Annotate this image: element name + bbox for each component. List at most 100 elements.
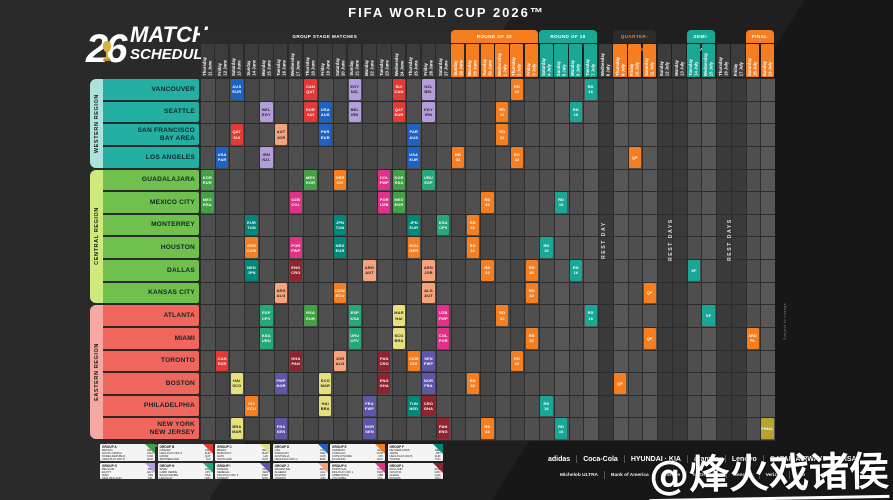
match-cell-text: COL	[438, 333, 448, 339]
date-header-label: Monday 29 June	[467, 60, 478, 76]
match-cell: RD 16	[555, 192, 568, 213]
match-cell: NED EUR	[333, 237, 347, 258]
group-card-color-corner	[432, 462, 443, 473]
city-name-label: ATLANTA	[163, 311, 195, 319]
date-header-label: Monday 22 June	[364, 60, 375, 76]
sponsor-logo-coca-cola: Coca-Cola	[583, 455, 618, 463]
date-header-label: Thursday 16 July	[717, 57, 729, 76]
match-cell-text: KSA	[261, 333, 271, 339]
city-row-dallas: DALLAS	[103, 260, 199, 281]
date-header-label: Friday 3 July	[526, 63, 537, 76]
date-header-19-june: Friday 19 June	[318, 44, 332, 77]
city-name-label: BOSTON	[165, 379, 195, 387]
grid-row-separator	[200, 123, 775, 125]
match-cell-text: POR	[379, 197, 389, 203]
match-cell: RD 32	[496, 101, 509, 123]
group-card-k: GROUP K PORTUGAL POR FIFA PLAY-OFF 1 FWP UZBE…	[330, 462, 385, 479]
date-header-19-july: Sunday 19 July	[760, 44, 774, 77]
match-cell-text: ENG	[291, 265, 301, 271]
match-cell: UZB COL	[289, 192, 302, 213]
date-header-label: Friday 26 June	[423, 60, 434, 76]
match-cell-text: 16	[573, 270, 579, 276]
match-cell-text: SUI	[395, 84, 403, 90]
team-name: CURACAO	[332, 452, 346, 456]
group-card-title: GROUP I	[217, 463, 231, 468]
sponsor-logo-vivo: vivo	[795, 472, 806, 478]
group-card-team-row: COLOMBIA COL	[330, 477, 385, 479]
date-header-label: Thursday 11 June	[201, 57, 213, 76]
group-card-team-row: SCOTLAND SCO	[215, 458, 270, 460]
date-header-label: Thursday 9 July	[614, 57, 625, 76]
grid-row-separator	[200, 191, 775, 193]
match-cell: BRA MAR	[230, 418, 243, 439]
rest-day-label-3: REST DAYS	[726, 218, 733, 262]
match-cell-text: SUI	[233, 134, 241, 140]
match-cell-text: GHA	[379, 383, 389, 389]
city-row-new-york: NEW YORK NEW JERSEY	[103, 418, 199, 439]
date-header-21-june: Sunday 21 June	[347, 44, 362, 77]
city-name-label: TORONTO	[160, 357, 195, 365]
match-cell-text: RD	[587, 84, 594, 90]
match-cell-text: GHA	[423, 406, 434, 412]
team-code: SUI	[206, 458, 211, 461]
date-header-17-july: Friday 17 July	[731, 44, 745, 77]
match-cell: COL FWP	[378, 169, 391, 191]
team-code: NZL	[147, 476, 153, 479]
team-name: FRANCE	[217, 467, 229, 471]
date-header-11-july: Saturday 11 July	[642, 44, 657, 77]
group-card-title: GROUP L	[389, 463, 404, 468]
match-cell-text: SEN	[424, 355, 433, 361]
date-header-15-june: Monday 15 June	[259, 44, 273, 77]
match-cell: NOR SEN	[363, 418, 376, 439]
sponsor-divider	[623, 455, 625, 463]
match-cell-text: CAN	[217, 355, 227, 361]
match-cell-text: ESP	[262, 310, 271, 316]
match-cell-text: IRN	[424, 111, 433, 117]
match-cell-text: EUR	[306, 315, 315, 321]
group-card-c: GROUP C BRAZIL BRA MOROCCO MAR HAITI HAI SCOTLA…	[215, 444, 270, 461]
match-cell-text: 16	[588, 315, 594, 321]
match-cell: QF	[643, 327, 656, 349]
match-cell-text: QF	[632, 154, 638, 160]
city-name-label: NEW YORK NEW JERSEY	[149, 421, 195, 436]
match-cell-text: 32	[455, 157, 461, 163]
team-name: GHANA	[389, 473, 400, 477]
team-code: FWP	[262, 473, 268, 477]
match-cell-text: RD	[528, 265, 535, 271]
team-name: COTE D'IVOIRE	[332, 455, 352, 459]
team-name: IRAN	[102, 473, 109, 477]
sponsor-row-primary: adidas Coca-Cola HYUNDAI · KIA aramco Lenovo…	[548, 455, 857, 463]
match-cell-text: EUR	[232, 89, 242, 95]
match-cell-text: PAN	[438, 423, 448, 429]
match-cell: RD 32	[451, 146, 465, 168]
match-cell: TUN NED	[407, 395, 420, 417]
match-cell: NED JPN	[245, 260, 258, 281]
match-cell-text: JOR	[424, 270, 433, 276]
match-cell-text: FWP	[379, 179, 389, 185]
group-card-color-corner	[260, 444, 270, 454]
match-cell-text: JOR	[276, 134, 286, 140]
region-tab-label: WESTERN REGION	[93, 93, 100, 153]
match-cell-text: RD	[528, 333, 535, 339]
team-code: EUR	[147, 458, 153, 461]
team-code: EUR	[319, 458, 326, 461]
sponsor-logo-bank-of-america: Bank of America	[611, 472, 649, 478]
match-cell-text: ENG	[438, 428, 448, 434]
date-header-label: Tuesday 16 June	[275, 59, 286, 76]
group-card-color-corner	[375, 462, 385, 473]
team-name: SENEGAL	[217, 470, 230, 474]
match-cell-text: CIV	[336, 179, 344, 185]
city-row-los-angeles: LOS ANGELES	[103, 146, 199, 168]
match-cell-text: BRA	[394, 338, 404, 344]
match-cell-text: 16	[544, 406, 549, 412]
match-cell-text: GER	[247, 242, 257, 248]
match-cell-text: 16	[573, 111, 579, 117]
date-header-label: Saturday 13 June	[231, 58, 242, 76]
date-header-label: Sunday 19 July	[762, 60, 773, 76]
team-name: CROATIA	[389, 470, 402, 474]
group-card-team-row: AUSTRALIA AUS	[273, 455, 328, 458]
team-name: KOREA REPUBLIC	[102, 455, 126, 459]
match-cell-text: NOR	[423, 378, 434, 384]
match-cell-text: IRN	[262, 152, 270, 158]
team-code: COL	[377, 476, 383, 479]
